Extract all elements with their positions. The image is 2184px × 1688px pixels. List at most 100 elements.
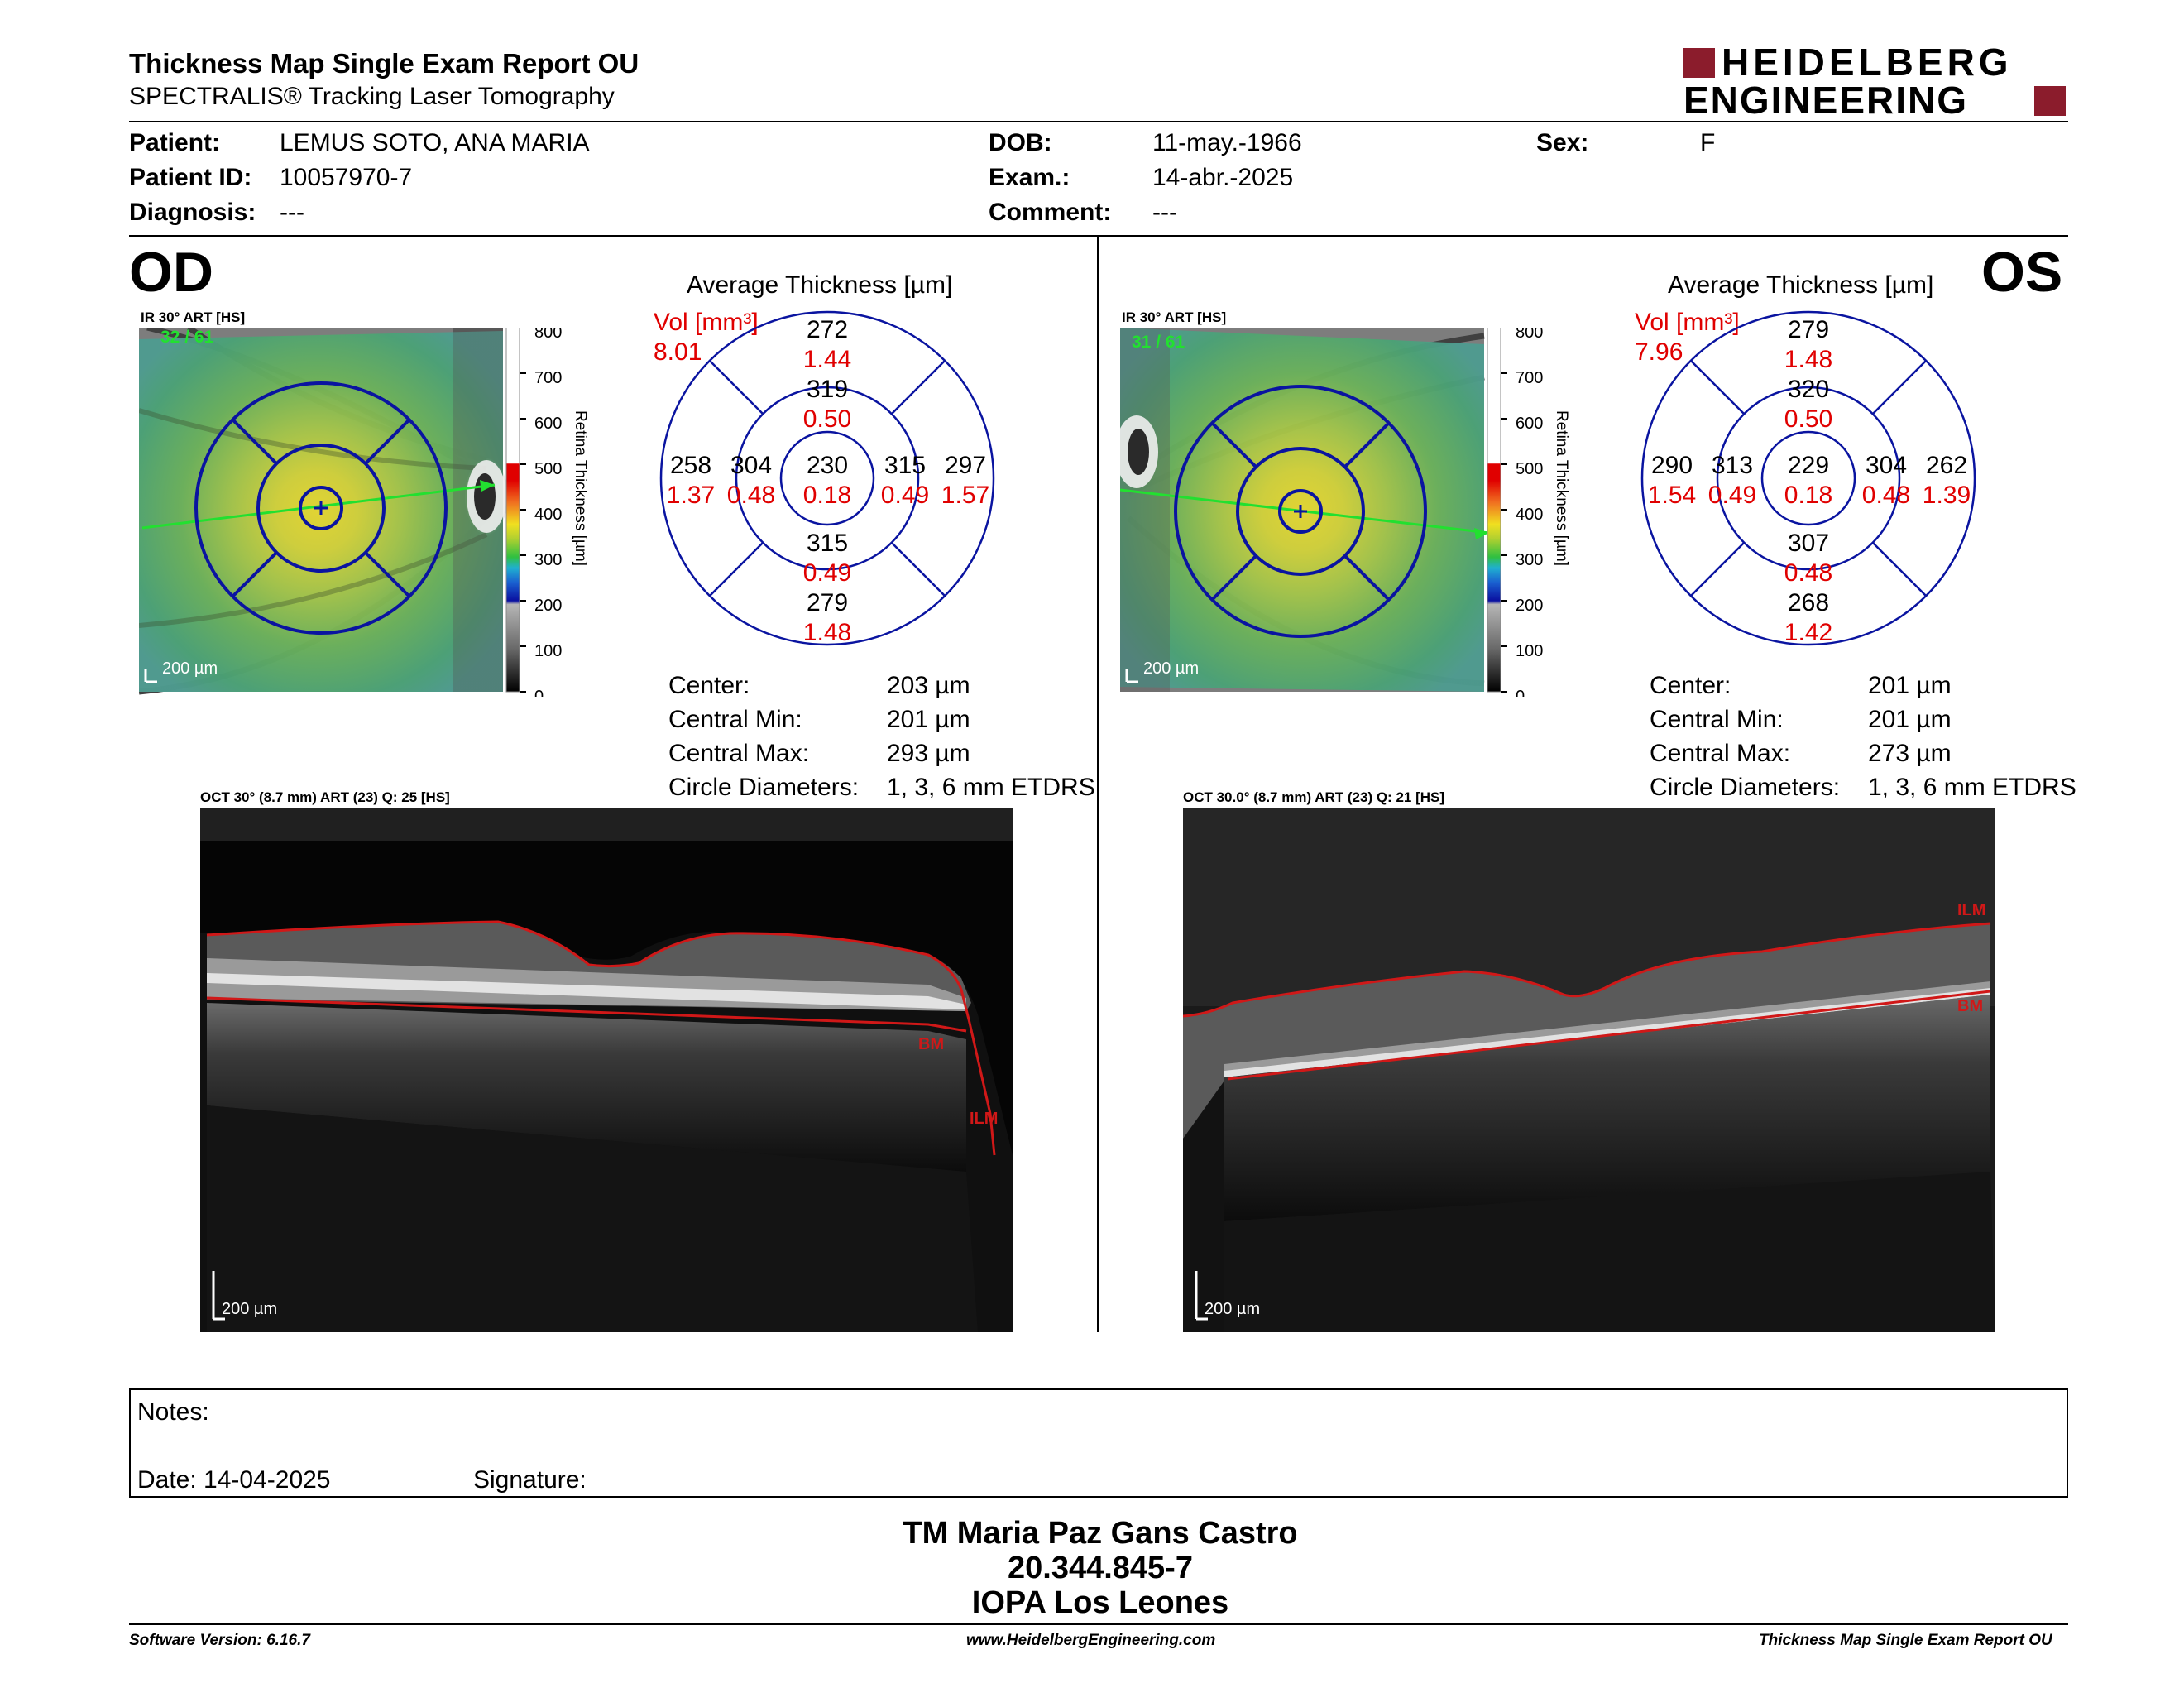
od-diam-label: Circle Diameters: bbox=[668, 774, 860, 801]
os-diam-label: Circle Diameters: bbox=[1650, 774, 1841, 801]
signer-block: TM Maria Paz Gans Castro 20.344.845-7 IO… bbox=[745, 1516, 1456, 1620]
od-min-value: 201 µm bbox=[887, 706, 970, 733]
os-cbar-tick-300: 300 bbox=[1516, 551, 1543, 569]
od-cbar-tick-200: 200 bbox=[534, 597, 562, 615]
os-cbar-tick-100: 100 bbox=[1516, 642, 1543, 660]
od-outer-sup-volume: 1.44 bbox=[803, 346, 851, 373]
od-outer-sup-thickness: 272 bbox=[807, 316, 848, 343]
od-etdrs-grid: 272 1.44 319 0.50 258 1.37 304 0.48 230 … bbox=[659, 310, 995, 646]
od-cbar-tick-100: 100 bbox=[534, 642, 562, 660]
od-max-value: 293 µm bbox=[887, 740, 970, 767]
os-max-value: 273 µm bbox=[1868, 740, 1952, 767]
od-cbar-tick-600: 600 bbox=[534, 415, 562, 433]
os-oct-scale-label: 200 µm bbox=[1205, 1300, 1260, 1318]
patient-name: LEMUS SOTO, ANA MARIA bbox=[280, 129, 590, 156]
od-inner-nas-thickness: 315 bbox=[884, 452, 926, 479]
logo-line2: ENGINEERING bbox=[1684, 79, 1969, 122]
os-inner-temp-volume: 0.49 bbox=[1708, 482, 1756, 509]
od-outer-nas-volume: 1.57 bbox=[941, 482, 989, 509]
od-ir-counter: 32 / 61 bbox=[160, 328, 214, 347]
patient-id: 10057970-7 bbox=[280, 164, 413, 191]
sex-value: F bbox=[1700, 129, 1716, 156]
os-eye-label: OS bbox=[1981, 241, 2063, 304]
os-ir-title: IR 30° ART [HS] bbox=[1122, 309, 1227, 325]
od-ir-title: IR 30° ART [HS] bbox=[141, 309, 246, 325]
os-center-thickness: 229 bbox=[1788, 452, 1829, 479]
os-outer-nas-thickness: 262 bbox=[1926, 452, 1967, 479]
os-center-label: Center: bbox=[1650, 672, 1731, 699]
od-inner-sup-thickness: 319 bbox=[807, 376, 848, 403]
dob-value: 11-may.-1966 bbox=[1152, 129, 1302, 156]
signer-name: TM Maria Paz Gans Castro bbox=[903, 1516, 1298, 1551]
od-max-label: Central Max: bbox=[668, 740, 810, 767]
od-center-volume: 0.18 bbox=[803, 482, 851, 509]
os-vol-value: 7.96 bbox=[1635, 338, 1684, 366]
report-title: Thickness Map Single Exam Report OU bbox=[129, 48, 639, 79]
os-diam-value: 1, 3, 6 mm ETDRS bbox=[1868, 774, 2076, 801]
od-stats-labels: Center: Central Min: Central Max: Circle… bbox=[668, 669, 859, 804]
os-fundus-thickness-map: 31 / 61 200 µm 800 700 600 500 400 300 2… bbox=[1120, 328, 1570, 697]
od-center-value: 203 µm bbox=[887, 672, 970, 699]
os-avg-title: Average Thickness [µm] bbox=[1668, 271, 1934, 299]
od-cbar-tick-300: 300 bbox=[534, 551, 562, 569]
od-vol-label: Vol [mm³] bbox=[654, 309, 759, 336]
os-oct-title: OCT 30.0° (8.7 mm) ART (23) Q: 21 [HS] bbox=[1183, 789, 1445, 805]
os-oct-ilm-label: ILM bbox=[1957, 901, 1985, 919]
od-avg-title: Average Thickness [µm] bbox=[687, 271, 953, 299]
signer-rut: 20.344.845-7 bbox=[1008, 1551, 1193, 1585]
software-version: Software Version: 6.16.7 bbox=[129, 1632, 310, 1649]
logo-square-top bbox=[1684, 48, 1715, 78]
os-volume-label: Vol [mm³] 7.96 bbox=[1635, 308, 1740, 367]
os-inner-nas-volume: 0.48 bbox=[1862, 482, 1910, 509]
od-cbar-tick-400: 400 bbox=[534, 506, 562, 524]
os-cbar-tick-500: 500 bbox=[1516, 460, 1543, 478]
od-vol-value: 8.01 bbox=[654, 338, 702, 366]
od-diam-value: 1, 3, 6 mm ETDRS bbox=[887, 774, 1095, 801]
od-inner-temp-thickness: 304 bbox=[730, 452, 772, 479]
od-cbar-tick-500: 500 bbox=[534, 460, 562, 478]
diagnosis-label: Diagnosis: bbox=[129, 199, 256, 226]
os-min-value: 201 µm bbox=[1868, 706, 1952, 733]
patient-label: Patient: bbox=[129, 129, 221, 156]
os-inner-sup-thickness: 320 bbox=[1788, 376, 1829, 403]
comment-value: --- bbox=[1152, 199, 1177, 226]
eye-divider bbox=[1097, 237, 1099, 1332]
os-inner-inf-thickness: 307 bbox=[1788, 530, 1829, 557]
os-cbar-tick-400: 400 bbox=[1516, 506, 1543, 524]
signer-place: IOPA Los Leones bbox=[971, 1585, 1229, 1620]
date-label: Date: 14-04-2025 bbox=[137, 1466, 331, 1494]
os-stats-values: 201 µm 201 µm 273 µm 1, 3, 6 mm ETDRS bbox=[1868, 669, 2076, 804]
od-center-label: Center: bbox=[668, 672, 750, 699]
patient-divider bbox=[129, 235, 2068, 237]
os-center-volume: 0.18 bbox=[1784, 482, 1832, 509]
notes-box: Notes: Date: 14-04-2025 Signature: bbox=[129, 1388, 2068, 1498]
os-max-label: Central Max: bbox=[1650, 740, 1791, 767]
od-center-thickness: 230 bbox=[807, 452, 848, 479]
os-inner-inf-volume: 0.48 bbox=[1784, 559, 1832, 587]
diagnosis-value: --- bbox=[280, 199, 304, 226]
os-outer-temp-volume: 1.54 bbox=[1648, 482, 1696, 509]
os-cbar-tick-700: 700 bbox=[1516, 369, 1543, 387]
header-divider bbox=[129, 121, 2068, 122]
od-ir-scale-label: 200 µm bbox=[162, 659, 218, 678]
od-outer-inf-thickness: 279 bbox=[807, 589, 848, 616]
patient-id-label: Patient ID: bbox=[129, 164, 252, 191]
od-outer-nas-thickness: 297 bbox=[945, 452, 986, 479]
website-link[interactable]: www.HeidelbergEngineering.com bbox=[966, 1632, 1216, 1649]
os-cbar-tick-200: 200 bbox=[1516, 597, 1543, 615]
os-min-label: Central Min: bbox=[1650, 706, 1784, 733]
od-inner-temp-volume: 0.48 bbox=[727, 482, 775, 509]
od-outer-inf-volume: 1.48 bbox=[803, 619, 851, 646]
os-center-value: 201 µm bbox=[1868, 672, 1952, 699]
od-volume-label: Vol [mm³] 8.01 bbox=[654, 308, 759, 367]
os-outer-sup-volume: 1.48 bbox=[1784, 346, 1832, 373]
od-oct-bscan: BM ILM 200 µm bbox=[200, 808, 1013, 1332]
od-inner-nas-volume: 0.49 bbox=[881, 482, 929, 509]
os-inner-sup-volume: 0.50 bbox=[1784, 405, 1832, 433]
od-inner-inf-volume: 0.49 bbox=[803, 559, 851, 587]
footer-divider bbox=[129, 1623, 2068, 1625]
footer-report-name: Thickness Map Single Exam Report OU bbox=[1759, 1632, 2052, 1649]
od-cbar-tick-800: 800 bbox=[534, 328, 562, 342]
od-cbar-tick-700: 700 bbox=[534, 369, 562, 387]
od-oct-bm-label: BM bbox=[918, 1035, 944, 1053]
